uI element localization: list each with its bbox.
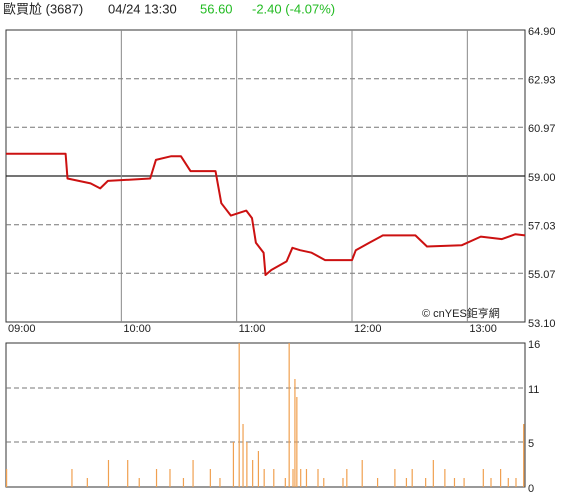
volume-bar — [411, 469, 413, 487]
volume-bar — [432, 460, 434, 487]
y-tick-label: 16 — [528, 339, 540, 351]
volume-bar — [127, 460, 129, 487]
plot-frame — [5, 342, 526, 488]
volume-bar — [300, 469, 302, 487]
volume-bar — [219, 478, 221, 487]
x-tick-label: 10:00 — [123, 323, 151, 335]
y-tick-label: 60.97 — [528, 123, 556, 135]
volume-bar — [444, 469, 446, 487]
y-tick-label: 57.03 — [528, 221, 556, 233]
volume-bar — [394, 469, 396, 487]
volume-bar — [292, 469, 294, 487]
volume-bar — [507, 478, 509, 487]
price: 56.60 — [200, 1, 233, 16]
volume-bar — [257, 451, 260, 487]
volume-bar — [515, 478, 517, 487]
volume-bar — [523, 424, 525, 487]
volume-bar — [294, 379, 296, 487]
volume-bar — [182, 478, 185, 487]
y-tick-label: 0 — [528, 483, 534, 495]
volume-bar — [86, 478, 88, 487]
y-tick-label: 62.93 — [528, 75, 556, 87]
volume-bar — [500, 469, 502, 487]
volume-bar — [155, 469, 158, 487]
volume-bar — [263, 469, 265, 487]
volume-bar — [296, 397, 298, 487]
volume-bar — [238, 343, 240, 487]
volume-bar — [323, 478, 325, 487]
volume-bar — [376, 478, 379, 487]
volume-bar — [453, 478, 456, 487]
volume-bar — [71, 469, 73, 487]
x-tick-label: 11:00 — [239, 323, 266, 335]
volume-bar — [317, 469, 319, 487]
copyright: © cnYES鉅亨網 — [422, 306, 500, 320]
volume-bar — [192, 460, 194, 487]
volume-bar — [107, 460, 110, 487]
volume-bar — [232, 442, 235, 487]
volume-bar — [284, 478, 286, 487]
y-tick-label: 11 — [528, 384, 539, 396]
volume-bar — [209, 469, 211, 487]
volume-bar — [490, 478, 492, 487]
volume-bar — [273, 469, 275, 487]
y-tick-label: 5 — [528, 438, 534, 450]
volume-bar — [138, 478, 140, 487]
volume-bar — [425, 478, 427, 487]
y-tick-label: 55.07 — [528, 269, 556, 281]
volume-bar — [342, 478, 344, 487]
stock-name: 歐買尬 (3687) — [3, 1, 83, 16]
volume-bar — [361, 460, 363, 487]
volume-bar — [346, 469, 348, 487]
x-tick-label: 12:00 — [354, 323, 382, 335]
volume-bar — [305, 469, 308, 487]
volume-bar — [252, 460, 254, 487]
volume-bar — [288, 343, 290, 487]
volume-bar — [6, 469, 8, 487]
volume-bar — [482, 469, 484, 487]
change: -2.40 (-4.07%) — [252, 1, 335, 16]
volume-bar — [169, 469, 171, 487]
volume-bar — [246, 442, 248, 487]
y-tick-label: 53.10 — [528, 318, 556, 330]
x-tick-label: 13:00 — [469, 323, 497, 335]
volume-bar — [242, 424, 244, 487]
datetime: 04/24 13:30 — [108, 1, 177, 16]
volume-bar — [463, 478, 465, 487]
x-tick-label: 09:00 — [8, 323, 36, 335]
price-line — [6, 152, 526, 276]
y-tick-label: 59.00 — [528, 172, 556, 184]
y-tick-label: 64.90 — [528, 26, 556, 38]
volume-bar — [405, 478, 408, 487]
